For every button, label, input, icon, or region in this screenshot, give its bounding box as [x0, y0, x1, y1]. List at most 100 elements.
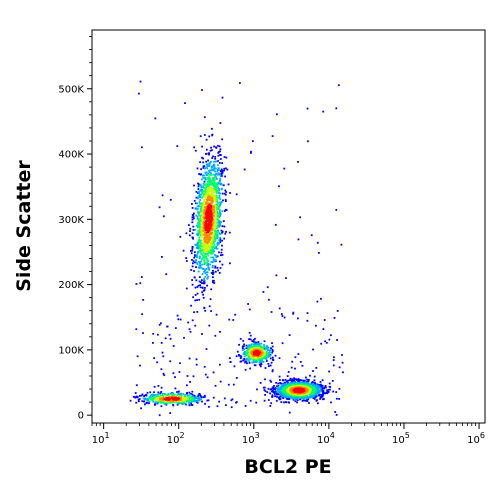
data-point: [170, 397, 172, 400]
data-point: [252, 345, 254, 348]
data-point: [203, 218, 206, 220]
data-point: [203, 256, 205, 258]
data-point: [209, 193, 212, 196]
data-point: [214, 197, 216, 200]
data-point: [213, 167, 215, 170]
data-point: [264, 378, 266, 381]
data-point: [203, 213, 206, 216]
data-point: [224, 193, 227, 196]
data-point: [271, 135, 274, 137]
data-point: [191, 283, 194, 286]
data-point: [171, 393, 173, 396]
data-point: [213, 214, 215, 217]
data-point: [203, 232, 206, 234]
data-point: [208, 170, 211, 172]
data-point: [158, 206, 161, 209]
data-point: [288, 411, 291, 414]
data-point: [254, 337, 256, 340]
data-point: [208, 190, 210, 193]
data-point: [212, 396, 215, 399]
data-point: [244, 361, 247, 363]
data-point: [177, 318, 180, 321]
data-point: [204, 262, 206, 265]
data-point: [204, 239, 207, 242]
data-point: [257, 358, 259, 361]
data-point: [209, 249, 212, 252]
data-point: [249, 334, 252, 337]
data-point: [256, 351, 259, 354]
data-point: [200, 229, 203, 232]
data-point: [271, 390, 273, 393]
data-point: [159, 392, 162, 395]
data-point: [211, 207, 213, 210]
data-point: [204, 171, 207, 174]
data-point: [203, 277, 206, 280]
data-point: [263, 344, 265, 346]
data-point: [315, 367, 318, 369]
data-point: [211, 209, 213, 211]
data-point: [207, 399, 210, 402]
data-point: [213, 236, 216, 239]
data-point: [219, 330, 221, 333]
data-point: [212, 279, 214, 282]
data-point: [222, 220, 225, 222]
data-point: [215, 196, 218, 199]
data-point: [157, 333, 159, 336]
data-point: [191, 319, 194, 322]
data-point: [211, 166, 213, 169]
data-point: [201, 156, 203, 159]
data-point: [338, 398, 340, 400]
data-point: [212, 182, 215, 185]
data-point: [273, 385, 275, 387]
data-point: [204, 238, 206, 240]
data-point: [207, 262, 210, 265]
data-point: [168, 333, 171, 336]
data-point: [221, 263, 224, 266]
data-point: [199, 264, 202, 267]
data-point: [191, 246, 194, 248]
y-axis-title: Side Scatter: [13, 160, 35, 292]
y-tick-label: 400K: [58, 150, 84, 161]
data-point: [205, 196, 207, 199]
data-point: [318, 252, 320, 254]
data-point: [203, 260, 206, 263]
data-point: [269, 357, 272, 360]
data-point: [265, 351, 268, 354]
data-point: [264, 394, 266, 396]
data-point: [211, 149, 213, 152]
data-point: [213, 219, 216, 222]
data-point: [214, 176, 216, 179]
data-point: [320, 383, 322, 386]
data-point: [197, 240, 200, 243]
data-point: [293, 380, 295, 382]
data-point: [243, 345, 245, 348]
data-point: [210, 229, 212, 231]
data-point: [212, 164, 215, 167]
data-point: [275, 381, 277, 384]
data-point: [253, 352, 255, 354]
data-point: [202, 218, 204, 220]
data-point: [287, 371, 290, 373]
data-point: [200, 232, 202, 235]
data-point: [205, 220, 208, 223]
data-point: [207, 237, 210, 240]
data-point: [246, 346, 249, 349]
data-point: [272, 359, 275, 362]
data-point: [191, 390, 194, 393]
data-point: [252, 359, 255, 361]
data-point: [179, 394, 181, 397]
data-point: [205, 241, 208, 244]
data-point: [204, 176, 207, 179]
data-point: [203, 244, 205, 247]
data-point: [259, 356, 261, 359]
data-point: [203, 180, 206, 183]
data-point: [216, 168, 219, 171]
data-point: [147, 398, 150, 401]
data-point: [162, 355, 165, 358]
data-point: [196, 286, 199, 288]
data-point: [196, 207, 199, 210]
data-point: [157, 385, 160, 387]
data-point: [235, 193, 238, 196]
data-point: [200, 242, 203, 245]
data-point: [216, 405, 219, 408]
